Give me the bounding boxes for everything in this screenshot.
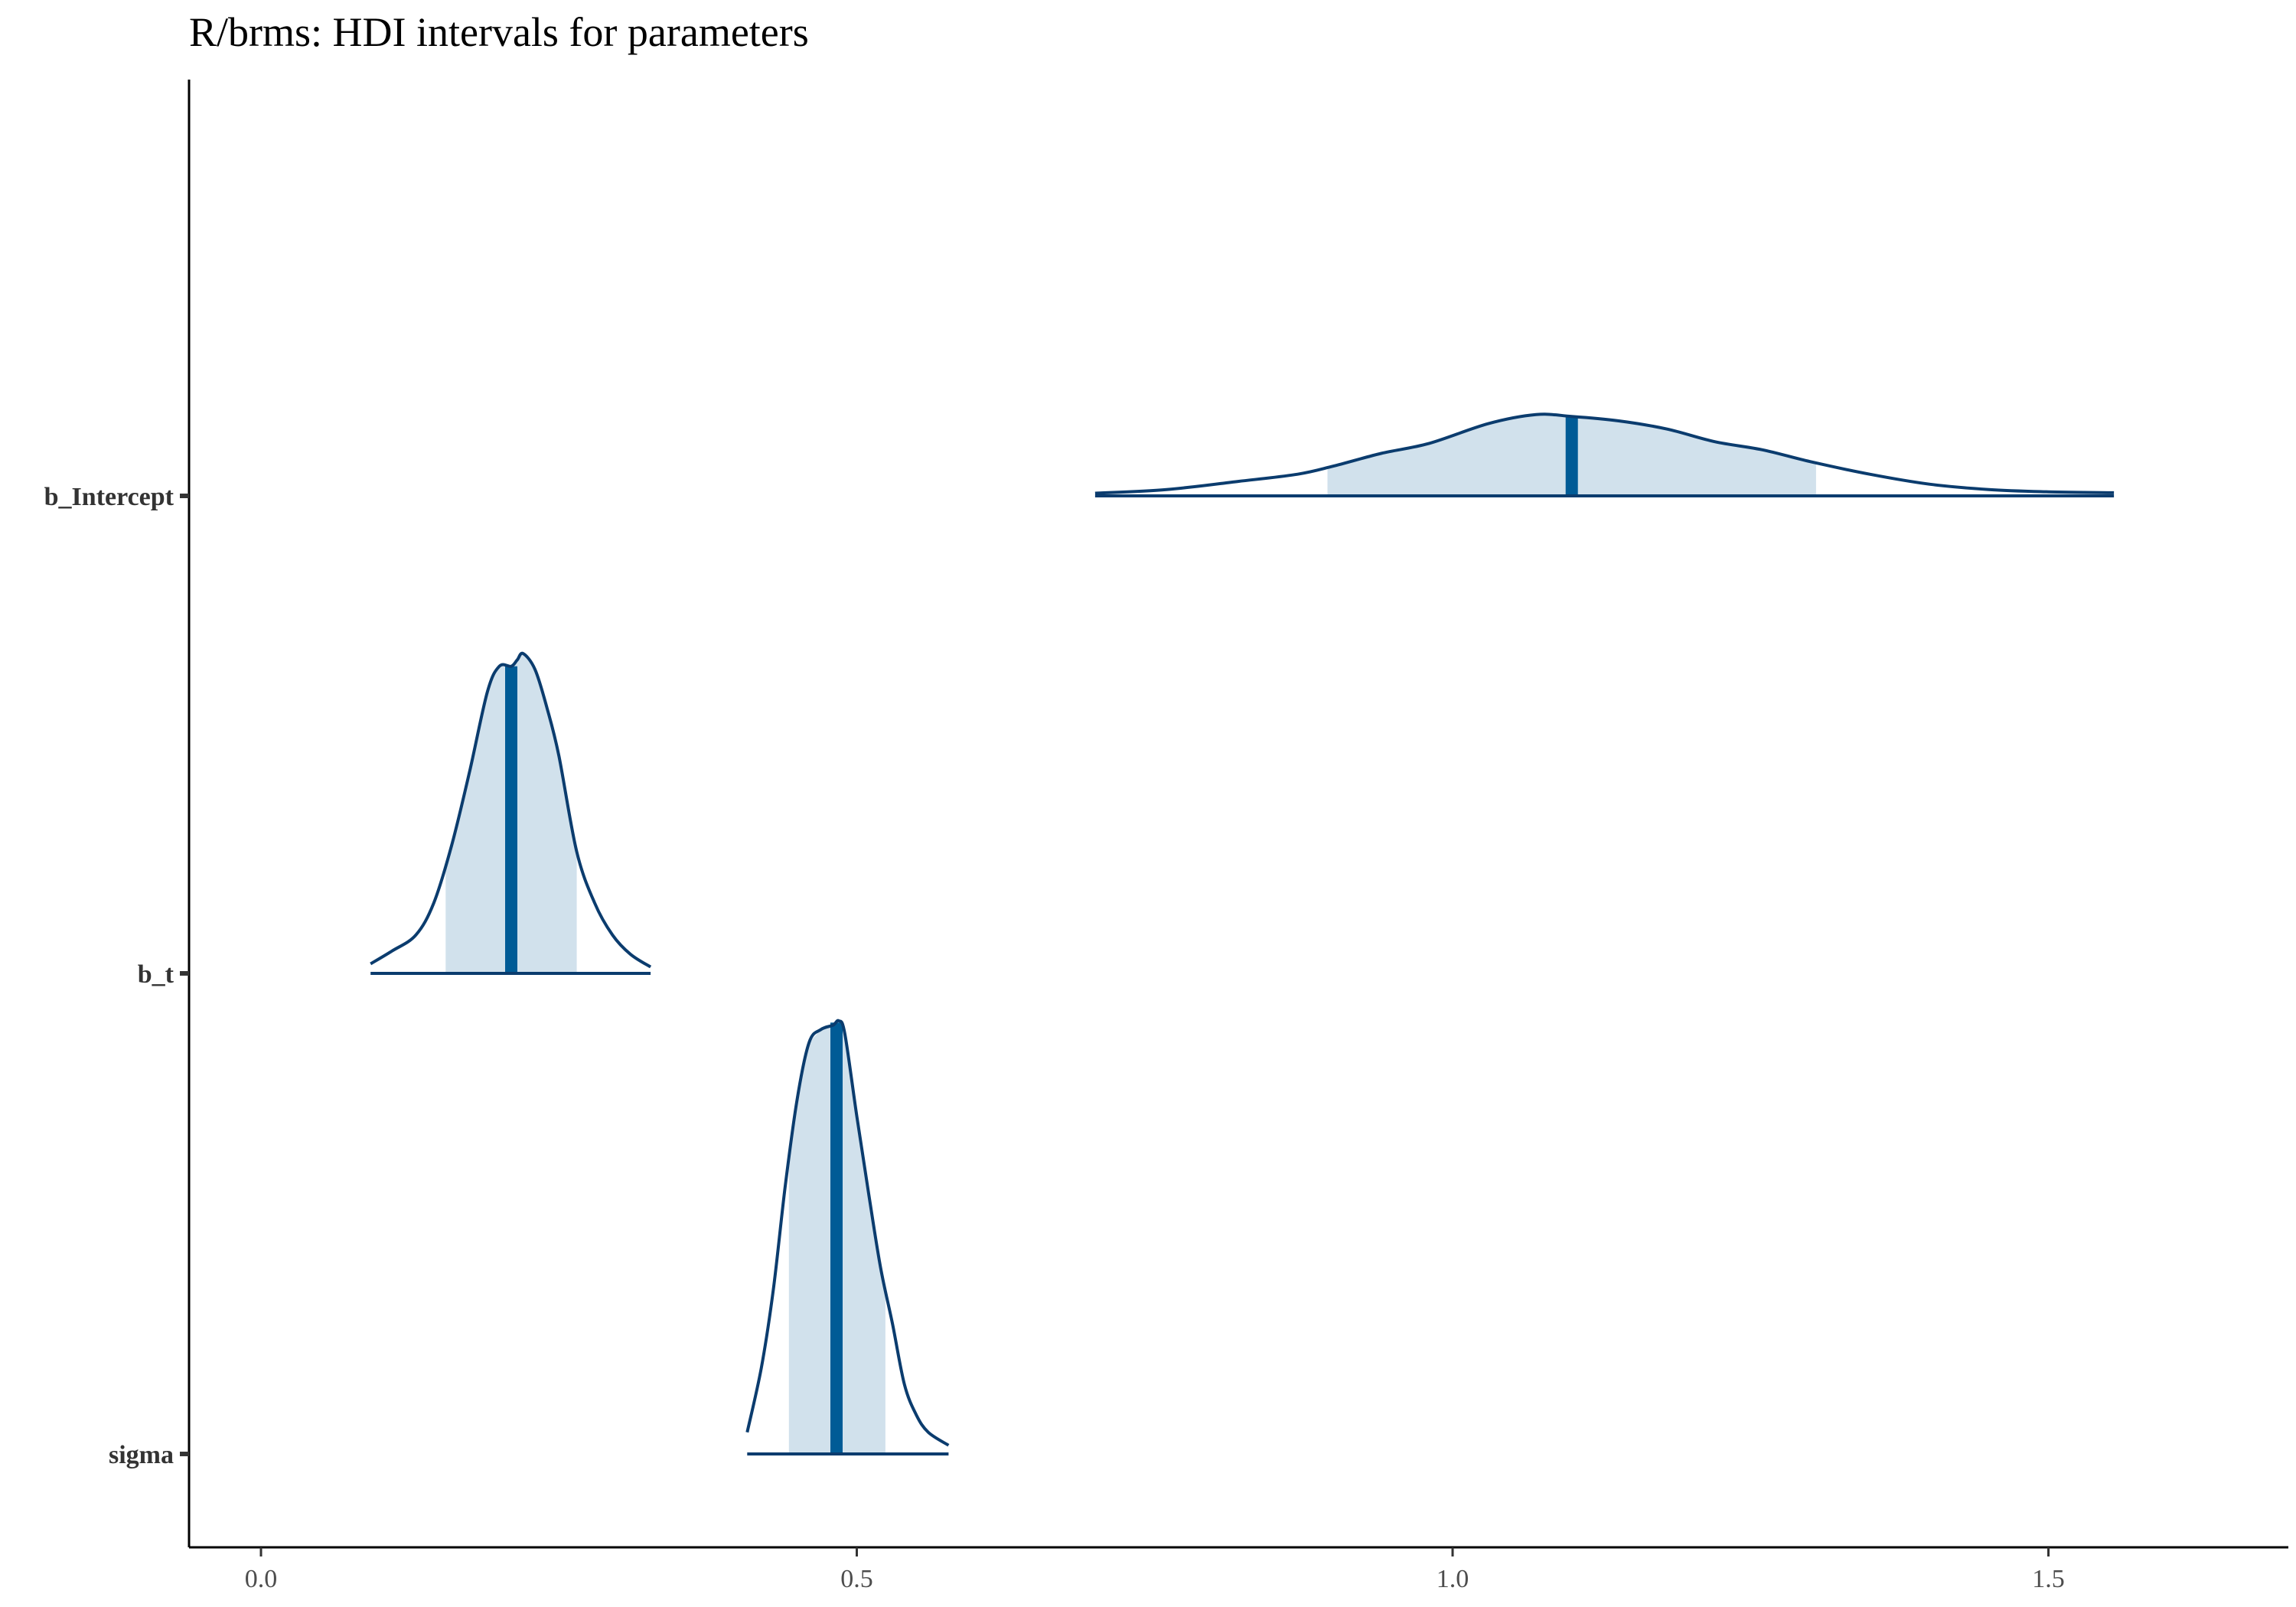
median-bar-b_t [505,666,517,973]
density-curve-b_t [370,651,652,969]
y-tick-label-b_t: b_t [138,960,174,989]
median-bar-sigma [830,1022,843,1454]
x-tick-label-3: 1.5 [2032,1565,2065,1593]
x-tick-label-0: 0.0 [245,1565,278,1593]
y-tick-label-sigma: sigma [109,1441,174,1469]
density-marks [370,412,2115,1455]
chart-title: R/brms: HDI intervals for parameters [189,9,809,55]
density-curve-sigma [745,1019,950,1447]
density-curve-b_Intercept [1094,412,2115,495]
median-bar-b_Intercept [1565,416,1578,496]
x-tick-label-2: 1.0 [1437,1565,1469,1593]
x-tick-label-1: 0.5 [840,1565,873,1593]
y-tick-label-b_Intercept: b_Intercept [44,483,174,511]
